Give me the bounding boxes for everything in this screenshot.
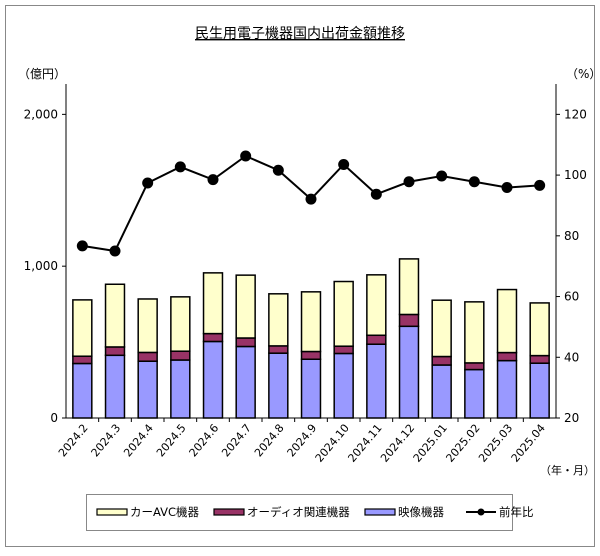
bar-オーディオ関連機器-2025.03	[496, 351, 518, 362]
bar-映像機器-2024.12	[398, 325, 420, 419]
legend-swatch-映像機器	[364, 508, 396, 516]
bar-映像機器-2024.4	[137, 360, 158, 419]
x-axis-unit: （年・月）	[540, 463, 595, 477]
point-前年比-2024.10	[338, 158, 350, 170]
legend	[86, 494, 513, 531]
point-前年比-2024.8	[272, 164, 284, 176]
bar-オーディオ関連機器-2025.01	[431, 355, 452, 366]
point-前年比-2025.01	[436, 170, 448, 182]
bar-カーAVC機器-2024.12	[398, 258, 420, 316]
point-前年比-2024.11	[370, 188, 382, 200]
point-前年比-2025.04	[534, 179, 546, 191]
bar-オーディオ関連機器-2024.10	[333, 345, 354, 355]
legend-label: カーAVC機器	[130, 505, 200, 519]
bar-オーディオ関連機器-2024.3	[104, 346, 126, 357]
legend-swatch-オーディオ関連機器	[213, 508, 245, 516]
bar-映像機器-2025.02	[464, 368, 485, 419]
bar-カーAVC機器-2025.01	[431, 299, 452, 358]
point-前年比-2025.03	[501, 182, 513, 194]
right-tick-label: 40	[564, 350, 579, 364]
bar-オーディオ関連機器-2024.9	[300, 350, 322, 360]
bar-映像機器-2025.03	[496, 359, 518, 419]
bar-カーAVC機器-2024.9	[300, 291, 322, 353]
right-tick-label: 80	[564, 229, 579, 243]
right-axis-unit: （%）	[566, 67, 600, 81]
chart-title: 民生用電子機器国内出荷金額推移	[195, 26, 405, 42]
point-前年比-2024.9	[305, 193, 317, 205]
bar-映像機器-2025.01	[431, 364, 452, 419]
bar-映像機器-2024.9	[300, 358, 322, 419]
point-前年比-2024.12	[403, 176, 415, 188]
bar-オーディオ関連機器-2024.4	[137, 351, 158, 362]
bar-カーAVC機器-2024.11	[366, 274, 387, 337]
bar-映像機器-2024.6	[202, 340, 224, 419]
bar-映像機器-2024.7	[235, 345, 256, 419]
right-tick-label: 100	[564, 168, 587, 182]
bar-オーディオ関連機器-2024.6	[202, 332, 224, 343]
legend-label: 前年比	[499, 505, 534, 519]
bar-映像機器-2025.04	[529, 362, 550, 419]
bar-オーディオ関連機器-2024.11	[366, 334, 387, 345]
bar-オーディオ関連機器-2024.2	[72, 355, 93, 365]
bar-映像機器-2024.3	[104, 354, 126, 419]
chart-border	[5, 5, 595, 547]
right-tick-label: 120	[564, 107, 587, 121]
point-前年比-2024.6	[207, 174, 219, 186]
bar-映像機器-2024.5	[170, 359, 191, 419]
bar-オーディオ関連機器-2025.02	[464, 362, 485, 371]
right-tick-label: 20	[564, 411, 579, 425]
bar-映像機器-2024.11	[366, 343, 387, 419]
bar-カーAVC機器-2024.10	[333, 280, 354, 347]
bar-オーディオ関連機器-2024.7	[235, 337, 256, 348]
left-tick-label: 0	[50, 411, 58, 425]
bar-オーディオ関連機器-2024.12	[398, 313, 420, 328]
point-前年比-2024.5	[174, 161, 186, 173]
legend-label: オーディオ関連機器	[247, 505, 350, 519]
left-axis-unit: （億円）	[18, 67, 66, 81]
bar-カーAVC機器-2024.7	[235, 274, 256, 339]
bar-カーAVC機器-2024.6	[202, 272, 224, 335]
bar-カーAVC機器-2025.02	[464, 301, 485, 364]
bar-オーディオ関連機器-2024.8	[268, 345, 289, 354]
point-前年比-2024.2	[76, 240, 88, 252]
bar-映像機器-2024.8	[268, 352, 289, 419]
bar-映像機器-2024.2	[72, 362, 93, 419]
legend-swatch-カーAVC機器	[96, 508, 128, 516]
bar-カーAVC機器-2024.5	[170, 296, 191, 352]
bar-カーAVC機器-2025.04	[529, 302, 550, 357]
point-前年比-2024.3	[109, 245, 121, 257]
point-前年比-2024.7	[240, 150, 252, 162]
bar-カーAVC機器-2025.03	[496, 288, 518, 354]
bar-カーAVC機器-2024.4	[137, 298, 158, 354]
legend-label: 映像機器	[398, 505, 444, 519]
left-tick-label: 1,000	[24, 259, 58, 273]
point-前年比-2024.4	[142, 177, 154, 189]
point-前年比-2025.02	[468, 176, 480, 188]
right-tick-label: 60	[564, 290, 579, 304]
bar-オーディオ関連機器-2025.04	[529, 354, 550, 364]
bar-カーAVC機器-2024.3	[104, 283, 126, 348]
left-tick-label: 2,000	[24, 107, 58, 121]
bar-オーディオ関連機器-2024.5	[170, 350, 191, 361]
bar-映像機器-2024.10	[333, 352, 354, 419]
bar-カーAVC機器-2024.8	[268, 293, 289, 347]
legend-marker	[477, 508, 485, 516]
bar-カーAVC機器-2024.2	[72, 299, 93, 357]
